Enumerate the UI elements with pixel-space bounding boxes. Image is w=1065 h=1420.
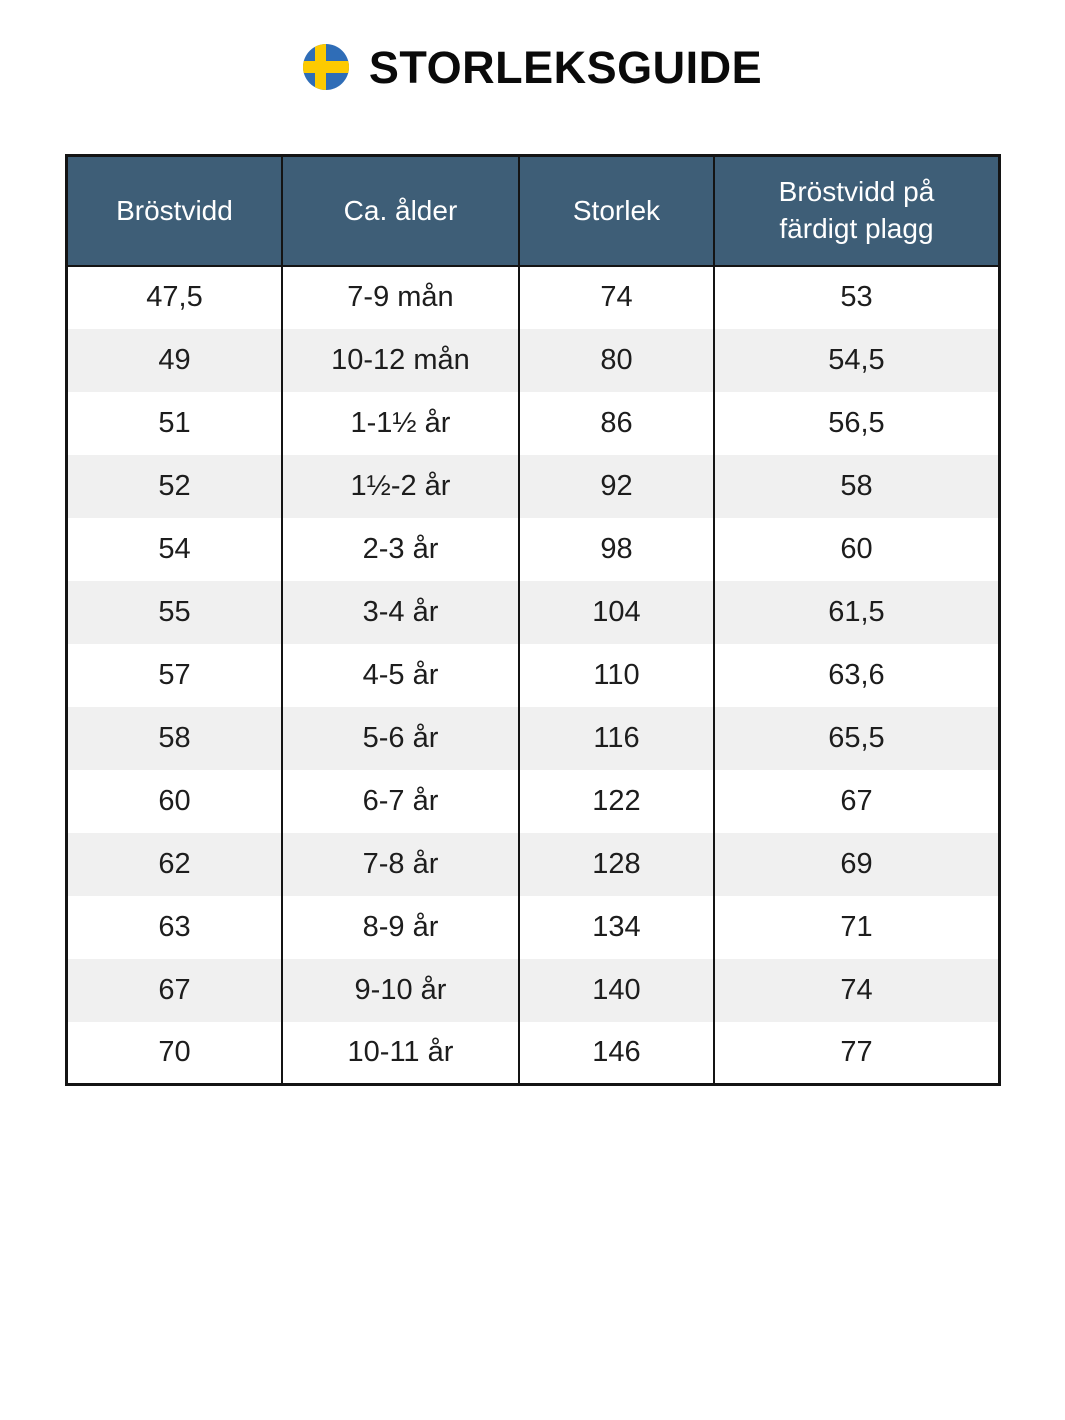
table-cell: 6-7 år <box>281 769 520 833</box>
column-header: Bröstvidd på färdigt plagg <box>713 155 1000 267</box>
table-header-row: Bröstvidd Ca. ålder Storlek Bröstvidd på fä… <box>64 155 1000 267</box>
table-cell: 61,5 <box>713 580 1000 644</box>
table-cell: 53 <box>713 265 1000 329</box>
size-table-body: 47,5 7-9 mån 74 53 49 10-12 mån 80 54,5 51 1-1½ å… <box>64 265 1000 1085</box>
table-row: 58 5-6 år 116 65,5 <box>64 706 1000 770</box>
table-cell: 140 <box>517 958 716 1022</box>
table-cell: 98 <box>517 517 716 581</box>
table-cell: 92 <box>517 454 716 518</box>
table-cell: 63,6 <box>713 643 1000 707</box>
table-cell: 5-6 år <box>281 706 520 770</box>
table-cell: 54 <box>64 517 284 581</box>
table-row: 57 4-5 år 110 63,6 <box>64 643 1000 707</box>
table-cell: 110 <box>517 643 716 707</box>
column-header: Ca. ålder <box>281 155 520 267</box>
table-cell: 60 <box>713 517 1000 581</box>
table-row: 47,5 7-9 mån 74 53 <box>64 265 1000 329</box>
flag-cross-horizontal <box>302 61 349 73</box>
table-cell: 77 <box>713 1021 1000 1085</box>
column-header: Storlek <box>517 155 716 267</box>
size-guide-table: Bröstvidd Ca. ålder Storlek Bröstvidd på fä… <box>64 154 1001 1086</box>
table-row: 70 10-11 år 146 77 <box>64 1021 1000 1085</box>
table-row: 52 1½-2 år 92 58 <box>64 454 1000 518</box>
table-cell: 56,5 <box>713 391 1000 455</box>
table-cell: 2-3 år <box>281 517 520 581</box>
table-cell: 128 <box>517 832 716 896</box>
table-row: 60 6-7 år 122 67 <box>64 769 1000 833</box>
table-cell: 63 <box>64 895 284 959</box>
table-cell: 7-9 mån <box>281 265 520 329</box>
table-cell: 71 <box>713 895 1000 959</box>
table-cell: 60 <box>64 769 284 833</box>
table-cell: 69 <box>713 832 1000 896</box>
table-cell: 58 <box>64 706 284 770</box>
table-cell: 70 <box>64 1021 284 1085</box>
table-cell: 4-5 år <box>281 643 520 707</box>
table-cell: 58 <box>713 454 1000 518</box>
table-cell: 134 <box>517 895 716 959</box>
sweden-flag-icon <box>302 44 349 90</box>
column-header: Bröstvidd <box>64 155 284 267</box>
table-cell: 7-8 år <box>281 832 520 896</box>
table-row: 63 8-9 år 134 71 <box>64 895 1000 959</box>
table-cell: 67 <box>713 769 1000 833</box>
table-cell: 10-12 mån <box>281 328 520 392</box>
table-cell: 55 <box>64 580 284 644</box>
table-row: 67 9-10 år 140 74 <box>64 958 1000 1022</box>
table-row: 62 7-8 år 128 69 <box>64 832 1000 896</box>
table-cell: 57 <box>64 643 284 707</box>
table-cell: 49 <box>64 328 284 392</box>
table-cell: 52 <box>64 454 284 518</box>
table-cell: 146 <box>517 1021 716 1085</box>
table-cell: 47,5 <box>64 265 284 329</box>
table-cell: 80 <box>517 328 716 392</box>
table-row: 49 10-12 mån 80 54,5 <box>64 328 1000 392</box>
table-cell: 9-10 år <box>281 958 520 1022</box>
table-row: 51 1-1½ år 86 56,5 <box>64 391 1000 455</box>
page-header: STORLEKSGUIDE <box>0 0 1065 90</box>
table-row: 55 3-4 år 104 61,5 <box>64 580 1000 644</box>
table-cell: 104 <box>517 580 716 644</box>
table-cell: 74 <box>713 958 1000 1022</box>
table-cell: 62 <box>64 832 284 896</box>
table-cell: 74 <box>517 265 716 329</box>
table-cell: 51 <box>64 391 284 455</box>
table-cell: 86 <box>517 391 716 455</box>
table-cell: 116 <box>517 706 716 770</box>
table-cell: 1½-2 år <box>281 454 520 518</box>
table-cell: 67 <box>64 958 284 1022</box>
table-cell: 122 <box>517 769 716 833</box>
size-table-head: Bröstvidd Ca. ålder Storlek Bröstvidd på fä… <box>64 155 1000 267</box>
table-cell: 65,5 <box>713 706 1000 770</box>
table-cell: 1-1½ år <box>281 391 520 455</box>
table-cell: 10-11 år <box>281 1021 520 1085</box>
page-title: STORLEKSGUIDE <box>368 41 763 93</box>
table-cell: 8-9 år <box>281 895 520 959</box>
table-cell: 54,5 <box>713 328 1000 392</box>
table-cell: 3-4 år <box>281 580 520 644</box>
table-row: 54 2-3 år 98 60 <box>64 517 1000 581</box>
